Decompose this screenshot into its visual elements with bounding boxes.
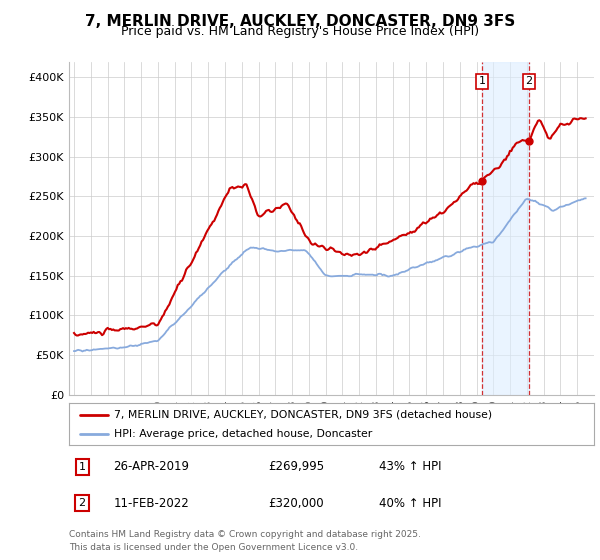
Text: Price paid vs. HM Land Registry's House Price Index (HPI): Price paid vs. HM Land Registry's House … bbox=[121, 25, 479, 38]
Text: 1: 1 bbox=[478, 76, 485, 86]
Bar bbox=[482, 62, 529, 395]
Text: HPI: Average price, detached house, Doncaster: HPI: Average price, detached house, Donc… bbox=[113, 429, 372, 439]
Text: 43% ↑ HPI: 43% ↑ HPI bbox=[379, 460, 441, 473]
Text: 7, MERLIN DRIVE, AUCKLEY, DONCASTER, DN9 3FS: 7, MERLIN DRIVE, AUCKLEY, DONCASTER, DN9… bbox=[85, 14, 515, 29]
Text: 2: 2 bbox=[79, 498, 86, 508]
Text: £269,995: £269,995 bbox=[269, 460, 325, 473]
Point bbox=[524, 137, 534, 146]
Text: 40% ↑ HPI: 40% ↑ HPI bbox=[379, 497, 441, 510]
Text: £320,000: £320,000 bbox=[269, 497, 324, 510]
Text: 1: 1 bbox=[79, 462, 86, 472]
Text: 2: 2 bbox=[526, 76, 532, 86]
Text: 26-APR-2019: 26-APR-2019 bbox=[113, 460, 190, 473]
Text: 7, MERLIN DRIVE, AUCKLEY, DONCASTER, DN9 3FS (detached house): 7, MERLIN DRIVE, AUCKLEY, DONCASTER, DN9… bbox=[113, 409, 492, 419]
Text: 11-FEB-2022: 11-FEB-2022 bbox=[113, 497, 190, 510]
Text: Contains HM Land Registry data © Crown copyright and database right 2025.
This d: Contains HM Land Registry data © Crown c… bbox=[69, 530, 421, 552]
Point bbox=[477, 176, 487, 185]
